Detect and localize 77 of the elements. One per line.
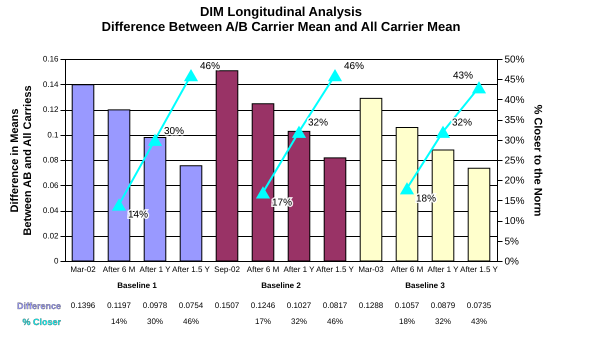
text: 30% [164, 126, 184, 137]
y-tick-label: 0.04 [42, 206, 60, 215]
data-label: 0.1288 [358, 301, 384, 310]
y2-tick-label: 30% [504, 135, 525, 146]
text: Baseline 2 [261, 281, 302, 290]
data-label: 0.1246 [250, 301, 276, 310]
y2-tick-label: 20% [504, 176, 525, 187]
y-tick-label: 0.16 [42, 54, 60, 64]
data-label: 46% [326, 317, 344, 326]
data-label: 32% [290, 317, 308, 326]
x-tick-label: Mar-03 [358, 265, 384, 274]
data-label: 0.1396 [70, 301, 96, 310]
text: Difference [16, 301, 61, 311]
x-tick-label: After 1 Y [140, 265, 172, 274]
data-label: 0.1507 [214, 301, 240, 310]
data-label: 0.1197 [107, 301, 132, 310]
y-tick-label: 0.12 [42, 105, 60, 114]
x-tick-label: After 1 Y [428, 265, 460, 274]
point [436, 126, 450, 138]
point [292, 126, 306, 138]
x-tick-label: After 1.5 Y [460, 265, 498, 274]
data-label: 0.0754 [178, 301, 204, 310]
data-label: 0.0817 [322, 301, 348, 310]
y2-axis-title: % Closer to the Norm [532, 104, 544, 217]
data-label: 43% [470, 317, 488, 326]
text: Baseline 1 [117, 281, 158, 290]
point [112, 198, 126, 211]
text: 43% [452, 70, 473, 82]
x-tick-label: After 1.5 Y [172, 265, 210, 274]
data-label: 0.0978 [142, 301, 168, 310]
data-label: 0.1057 [394, 301, 420, 310]
data-label: 18% [398, 317, 416, 326]
point [328, 69, 342, 82]
x-tick-label: Mar-02 [70, 265, 96, 274]
y-tick-label: 0.08 [42, 156, 60, 164]
x-tick-label: After 6 M [246, 265, 280, 274]
text: 32% [308, 118, 328, 129]
chart-title: DIM Longitudinal Analysis [200, 4, 362, 19]
y-tick-label: 0.14 [42, 80, 60, 89]
y-tick-label: 0.06 [42, 180, 60, 190]
chart-subtitle: Difference Between A/B Carrier Mean and All Carrier Mean [102, 19, 460, 34]
data-label: 17% [254, 317, 272, 326]
x-tick-label: After 1 Y [284, 265, 316, 274]
data-label: 0.0879 [430, 301, 456, 310]
y2-tick-label: 35% [504, 115, 525, 126]
data-label: 0.0735 [466, 301, 492, 310]
point [184, 69, 198, 82]
data-label: 14% [110, 317, 128, 326]
y2-tick-label: 15% [504, 196, 525, 207]
text: 32% [452, 118, 472, 129]
point [400, 182, 414, 194]
y2-tick-label: 25% [504, 156, 525, 166]
text: 46% [344, 61, 364, 72]
y2-tick-label: 0% [504, 256, 520, 268]
text: % Closer [22, 317, 62, 327]
y-tick-label: 0 [54, 256, 60, 266]
y2-tick-label: 10% [504, 216, 525, 228]
y-axis-title: Difference in Means Between AB and All Carriess [8, 85, 34, 236]
point [148, 134, 162, 146]
y-tick-label: 0.02 [42, 231, 60, 240]
y2-tick-label: 45% [504, 74, 525, 86]
x-tick-label: After 6 M [102, 265, 136, 274]
x-tick-label: After 6 M [390, 265, 424, 274]
data-label: 0.1027 [286, 301, 312, 310]
point [256, 186, 270, 198]
x-tick-label: Sep-02 [214, 265, 240, 274]
data-label: 30% [146, 317, 164, 326]
data-label: 46% [182, 317, 200, 326]
data-label: 32% [434, 317, 452, 326]
y2-tick-label: 40% [504, 94, 525, 106]
y2-tick-label: 50% [504, 54, 525, 66]
text: Baseline 3 [405, 281, 446, 290]
y-tick-label: 0.1 [47, 130, 60, 140]
y2-tick-label: 5% [504, 236, 520, 248]
x-tick-label: After 1.5 Y [316, 265, 354, 274]
text: 46% [200, 61, 220, 72]
point [472, 81, 486, 94]
